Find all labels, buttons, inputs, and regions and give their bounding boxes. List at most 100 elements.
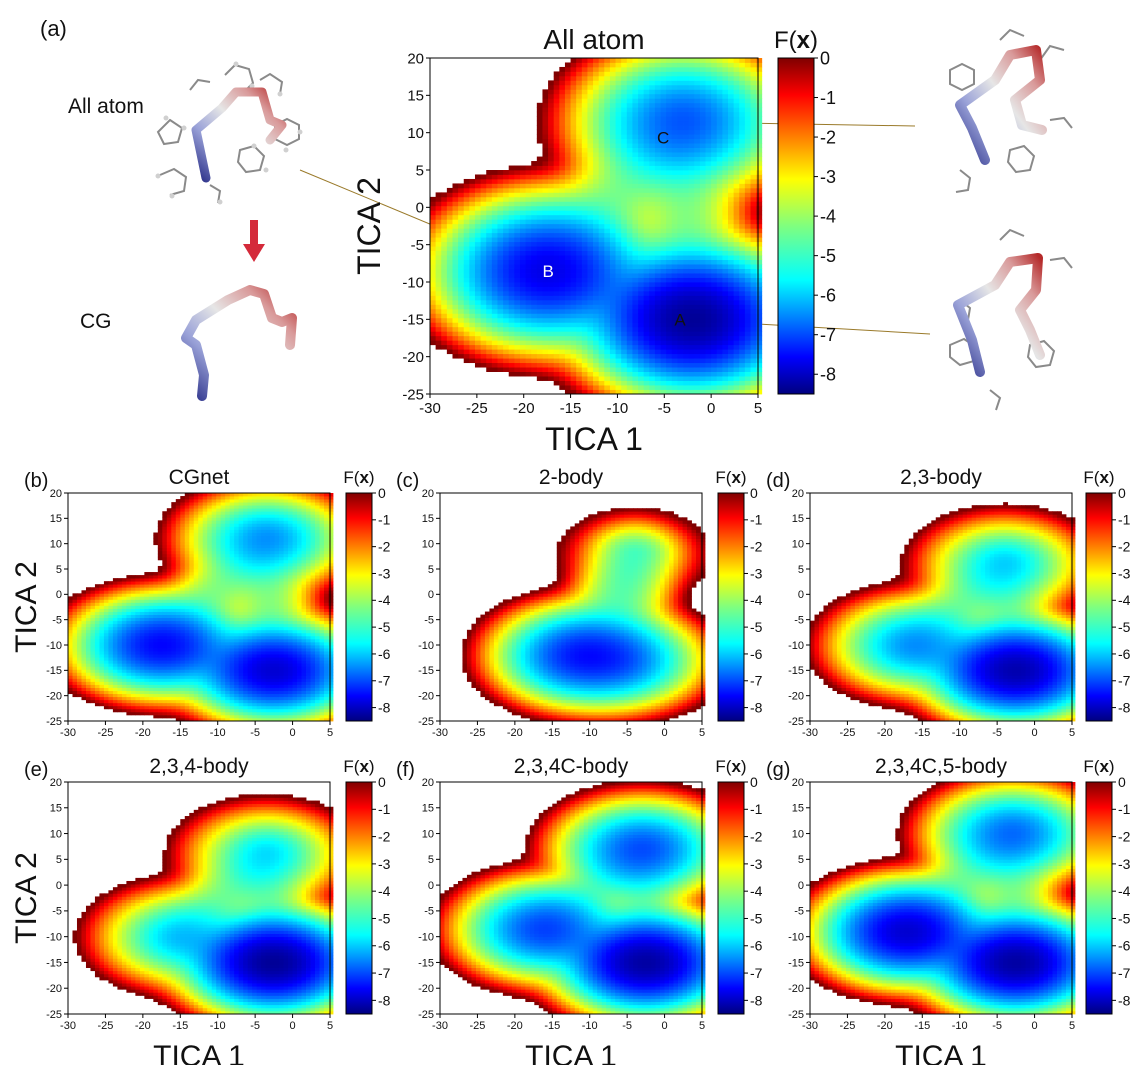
heatmap-cell [81, 688, 86, 691]
heatmap-cell [683, 139, 689, 144]
heatmap-cell [162, 675, 167, 678]
heatmap-cell [486, 242, 492, 247]
heatmap-cell [683, 282, 689, 287]
heatmap-cell [469, 264, 475, 269]
heatmap-cell [722, 385, 728, 390]
heatmap-cell [722, 215, 728, 220]
heatmap-cell [756, 219, 762, 224]
heatmap-cell [447, 264, 453, 269]
heatmap-cell [610, 89, 616, 94]
heatmap-cell [751, 385, 757, 390]
heatmap-cell [644, 183, 650, 188]
heatmap-cell [621, 143, 627, 148]
heatmap-cell [537, 228, 543, 233]
heatmap-cell [700, 304, 706, 309]
heatmap-cell [149, 618, 154, 621]
heatmap-cell [672, 300, 678, 305]
heatmap-cell [717, 157, 723, 162]
heatmap-cell [655, 300, 661, 305]
heatmap-cell [661, 331, 667, 336]
heatmap-cell [627, 107, 633, 112]
heatmap-cell [113, 681, 118, 684]
heatmap-cell [621, 94, 627, 99]
heatmap-cell [734, 210, 740, 215]
heatmap-cell [108, 590, 113, 593]
heatmap-cell [140, 612, 145, 615]
heatmap-cell [677, 206, 683, 211]
heatmap-cell [666, 327, 672, 332]
heatmap-cell [158, 712, 163, 715]
heatmap-cell [683, 304, 689, 309]
heatmap-cell [481, 327, 487, 332]
heatmap-cell [548, 188, 554, 193]
heatmap-cell [582, 224, 588, 229]
heatmap-cell [728, 157, 734, 162]
heatmap-cell [711, 251, 717, 256]
heatmap-cell [593, 246, 599, 251]
heatmap-cell [559, 304, 565, 309]
heatmap-cell [113, 688, 118, 691]
heatmap-cell [108, 593, 113, 596]
cg-structure-image [186, 290, 292, 396]
heatmap-cell [171, 685, 176, 688]
heatmap-cell [677, 269, 683, 274]
heatmap-cell [492, 363, 498, 368]
heatmap-cell [694, 174, 700, 179]
heatmap-cell [475, 282, 481, 287]
heatmap-cell [655, 170, 661, 175]
heatmap-cell [441, 318, 447, 323]
heatmap-cell [593, 98, 599, 103]
heatmap-cell [661, 210, 667, 215]
heatmap-cell [458, 286, 464, 291]
heatmap-cell [649, 94, 655, 99]
heatmap-cell [571, 143, 577, 148]
heatmap-cell [666, 224, 672, 229]
heatmap-cell [722, 376, 728, 381]
heatmap-cell [131, 605, 136, 608]
heatmap-cell [706, 318, 712, 323]
heatmap-cell [475, 309, 481, 314]
heatmap-cell [644, 246, 650, 251]
heatmap-cell [90, 602, 95, 605]
heatmap-cell [739, 286, 745, 291]
heatmap-cell [162, 520, 167, 523]
heatmap-cell [565, 376, 571, 381]
heatmap-cell [745, 103, 751, 108]
heatmap-cell [90, 697, 95, 700]
heatmap-cell [621, 125, 627, 130]
heatmap-cell [728, 219, 734, 224]
heatmap-cell [149, 712, 154, 715]
heatmap-cell [452, 318, 458, 323]
heatmap-cell [126, 612, 131, 615]
heatmap-cell [559, 174, 565, 179]
heatmap-cell [122, 694, 127, 697]
heatmap-cell [503, 192, 509, 197]
heatmap-cell [638, 179, 644, 184]
heatmap-cell [717, 273, 723, 278]
heatmap-cell [99, 621, 104, 624]
heatmap-cell [548, 251, 554, 256]
heatmap-cell [728, 372, 734, 377]
heatmap-cell [117, 654, 122, 657]
heatmap-cell [135, 651, 140, 654]
heatmap-cell [610, 336, 616, 341]
heatmap-cell [621, 103, 627, 108]
heatmap-cell [728, 62, 734, 67]
heatmap-cell [689, 358, 695, 363]
heatmap-cell [526, 228, 532, 233]
heatmap-cell [559, 242, 565, 247]
heatmap-cell [734, 94, 740, 99]
heatmap-cell [430, 331, 436, 336]
heatmap-cell [627, 282, 633, 287]
heatmap-cell [122, 663, 127, 666]
heatmap-cell [700, 295, 706, 300]
heatmap-cell [559, 85, 565, 90]
heatmap-cell [452, 246, 458, 251]
heatmap-cell [638, 206, 644, 211]
heatmap-cell [621, 80, 627, 85]
heatmap-cell [666, 183, 672, 188]
y-tick-label: 20 [407, 50, 424, 67]
heatmap-cell [68, 633, 73, 636]
heatmap-cell [756, 210, 762, 215]
heatmap-cell [700, 85, 706, 90]
